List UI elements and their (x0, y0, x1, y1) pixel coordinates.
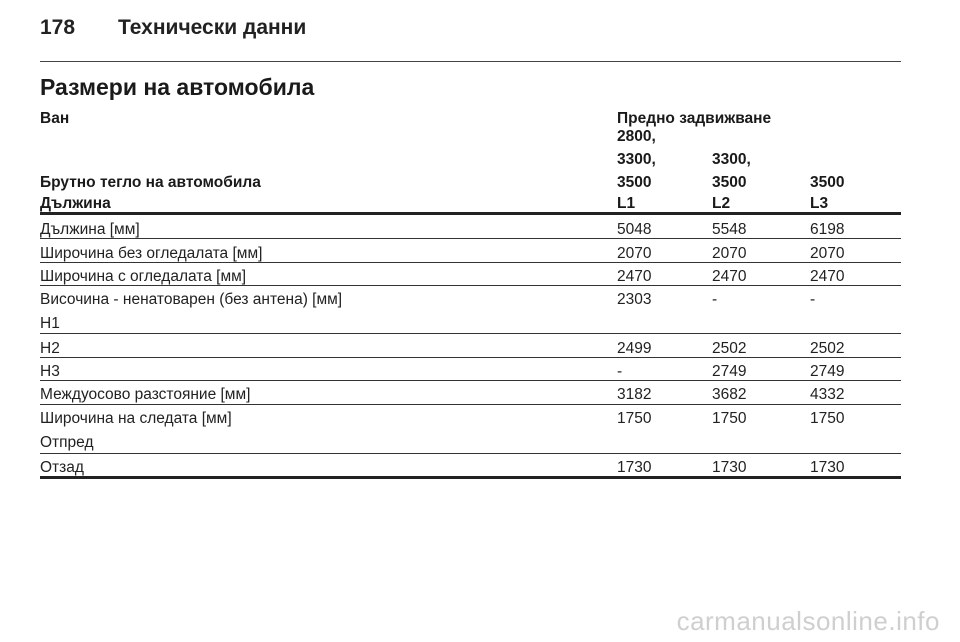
row-value: 2470 (712, 268, 747, 285)
row-value: - (617, 363, 623, 380)
row-value: 3182 (617, 386, 652, 403)
row-value: 2470 (617, 268, 652, 285)
row-divider (40, 238, 901, 239)
row-value: 5548 (712, 221, 747, 238)
watermark: carmanualsonline.info (676, 606, 940, 636)
row-label: Височина - ненатоварен (без антена) [мм] (40, 291, 343, 308)
header-divider (40, 61, 901, 62)
vehicle-type-label: Ван (40, 110, 70, 127)
row-sublabel: H1 (40, 315, 60, 332)
page-number: 178 (40, 16, 76, 39)
row-value: 2070 (617, 245, 652, 262)
weight-col1-line3: 3500 (617, 174, 652, 191)
row-value: 1730 (810, 459, 845, 476)
row-value: 4332 (810, 386, 845, 403)
row-label: Отзад (40, 459, 84, 476)
section-title: Размери на автомобила (40, 74, 315, 100)
weight-col1-line1: 2800, (617, 128, 656, 145)
row-value: 1750 (810, 410, 845, 427)
table-bottom-rule (40, 476, 901, 479)
page-header: 178 Технически данни (40, 16, 306, 40)
weight-col3-line1: 3500 (810, 174, 845, 191)
weight-col1-line2: 3300, (617, 151, 656, 168)
row-divider (40, 285, 901, 286)
length-code-l3: L3 (810, 195, 829, 212)
row-label: Широчина без огледалата [мм] (40, 245, 263, 262)
row-value: 2749 (810, 363, 845, 380)
row-value: 2749 (712, 363, 747, 380)
row-value: 1750 (712, 410, 747, 427)
row-label: Широчина на следата [мм] (40, 410, 232, 427)
weight-col2-line2: 3500 (712, 174, 747, 191)
table-header-rule (40, 212, 901, 215)
row-value: 2470 (810, 268, 845, 285)
row-value: 3682 (712, 386, 747, 403)
row-label: Междуосово разстояние [мм] (40, 386, 251, 403)
length-code-l2: L2 (712, 195, 731, 212)
row-label: Дължина [мм] (40, 221, 140, 238)
length-code-l1: L1 (617, 195, 636, 212)
row-divider (40, 453, 901, 454)
row-label: Широчина с огледалата [мм] (40, 268, 247, 285)
weight-col2-line1: 3300, (712, 151, 751, 168)
row-value: - (712, 291, 718, 308)
row-value: 2502 (712, 340, 747, 357)
row-value: 6198 (810, 221, 845, 238)
chapter-title: Технически данни (118, 16, 307, 39)
row-value: 2499 (617, 340, 652, 357)
row-divider (40, 262, 901, 263)
row-value: - (810, 291, 816, 308)
row-value: 2070 (810, 245, 845, 262)
row-value: 2070 (712, 245, 747, 262)
row-label: H3 (40, 363, 60, 380)
row-divider (40, 404, 901, 405)
row-sublabel: Отпред (40, 434, 94, 451)
row-value: 5048 (617, 221, 652, 238)
gross-weight-label: Брутно тегло на автомобила (40, 174, 261, 191)
row-value: 1750 (617, 410, 652, 427)
row-divider (40, 357, 901, 358)
row-divider (40, 380, 901, 381)
row-value: 2502 (810, 340, 845, 357)
drive-type-label: Предно задвижване (617, 110, 772, 127)
row-value: 2303 (617, 291, 652, 308)
row-divider (40, 333, 901, 334)
length-label: Дължина (40, 195, 111, 212)
row-value: 1730 (712, 459, 747, 476)
row-label: H2 (40, 340, 60, 357)
row-value: 1730 (617, 459, 652, 476)
